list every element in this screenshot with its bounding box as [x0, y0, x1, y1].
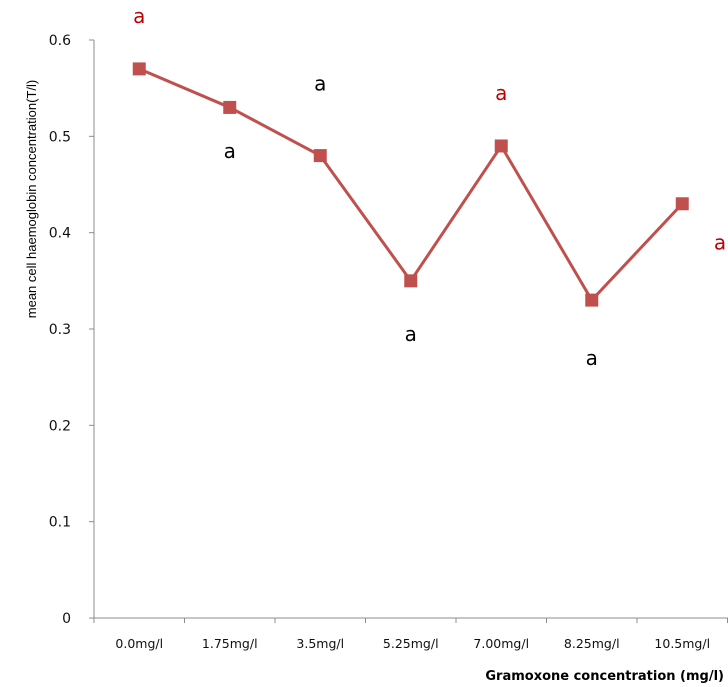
significance-label: a	[495, 81, 507, 105]
x-axis-label: Gramoxone concentration (mg/l)	[485, 669, 724, 684]
y-tick-label: 0.1	[49, 515, 71, 531]
x-ticks: 0.0mg/l 1.75mg/l 3.5mg/l 5.25mg/l 7.00mg/l 8.…	[93, 618, 728, 651]
series-line	[138, 67, 684, 302]
y-tick-label: 0	[62, 611, 71, 627]
data-point	[223, 100, 237, 114]
data-point	[494, 139, 508, 153]
y-tick-label: 0.6	[49, 33, 71, 49]
x-tick-label: 3.5mg/l	[296, 636, 344, 651]
data-point	[404, 274, 418, 288]
x-tick-label: 8.25mg/l	[564, 636, 620, 651]
significance-label: a	[586, 346, 598, 370]
y-tick-label: 0.2	[49, 418, 71, 434]
significance-label: a	[133, 4, 145, 28]
x-tick-label: 10.5mg/l	[654, 636, 710, 651]
x-tick-label: 5.25mg/l	[383, 636, 439, 651]
annotations: a a a a a a a	[133, 4, 726, 370]
y-ticks: 0 0.1 0.2 0.3 0.4 0.5 0.6	[49, 33, 94, 627]
x-tick-label: 1.75mg/l	[202, 636, 258, 651]
data-point	[132, 62, 146, 76]
data-point	[585, 293, 599, 307]
data-point	[675, 197, 689, 211]
significance-label: a	[224, 139, 236, 163]
y-tick-label: 0.3	[49, 322, 71, 338]
y-tick-label: 0.5	[49, 129, 71, 145]
series-group	[132, 62, 689, 307]
y-tick-label: 0.4	[49, 226, 71, 242]
data-point	[313, 149, 327, 163]
x-tick-label: 7.00mg/l	[473, 636, 529, 651]
significance-label: a	[405, 322, 417, 346]
significance-label: a	[314, 71, 326, 95]
significance-label: a	[714, 230, 726, 254]
y-axis-label: mean cell haemoglobin concentration(T/l)	[24, 80, 39, 318]
x-tick-label: 0.0mg/l	[115, 636, 163, 651]
